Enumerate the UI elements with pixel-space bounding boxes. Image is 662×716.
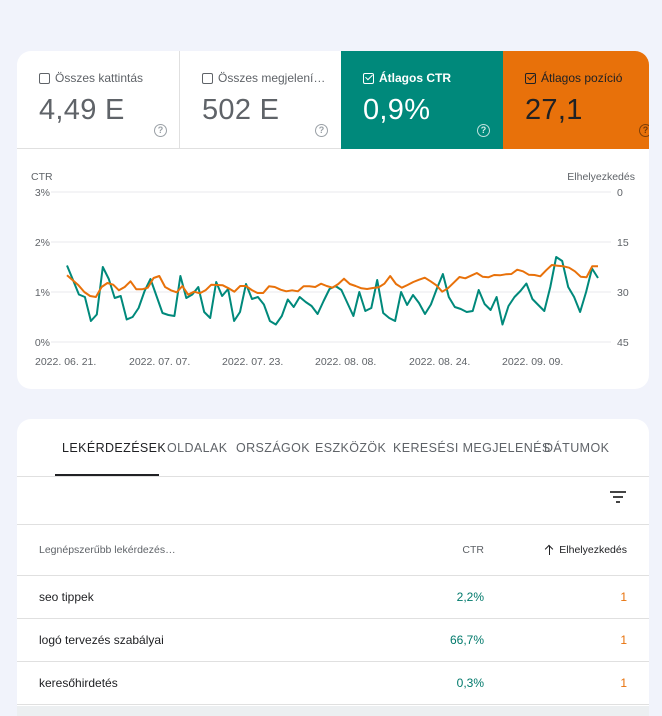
column-header-ctr[interactable]: CTR	[462, 544, 484, 556]
active-tab-indicator	[55, 474, 159, 476]
tab-countries[interactable]: ORSZÁGOK	[236, 441, 311, 455]
position-series-line	[66, 264, 598, 298]
query-cell: logó tervezés szabályai	[39, 633, 164, 647]
metric-total-clicks[interactable]: Összes kattintás 4,49 E ?	[17, 51, 179, 149]
metric-value: 0,9%	[363, 94, 431, 126]
queries-card: LEKÉRDEZÉSEK OLDALAK ORSZÁGOK ESZKÖZÖK K…	[17, 419, 649, 716]
x-tick-label: 2022. 06. 21.	[35, 356, 96, 368]
right-tick-label: 0	[617, 187, 623, 199]
metric-label: Összes megjelení…	[218, 71, 326, 85]
tab-queries[interactable]: LEKÉRDEZÉSEK	[62, 441, 167, 455]
metric-average-position[interactable]: Átlagos pozíció 27,1 ?	[503, 51, 649, 149]
position-cell: 1	[620, 676, 627, 690]
position-cell: 1	[620, 590, 627, 604]
metric-value: 4,49 E	[39, 94, 125, 126]
tab-devices[interactable]: ESZKÖZÖK	[315, 441, 387, 455]
left-axis-label: CTR	[31, 171, 53, 183]
sort-arrow-up-icon	[545, 545, 553, 555]
table-row[interactable]: keresőhirdetés 0,3% 1	[17, 662, 649, 705]
table-row[interactable]: logó tervezés szabályai 66,7% 1	[17, 619, 649, 662]
table-toolbar	[17, 477, 649, 525]
tab-bar: LEKÉRDEZÉSEK OLDALAK ORSZÁGOK ESZKÖZÖK K…	[17, 419, 649, 477]
position-cell: 1	[620, 633, 627, 647]
help-icon[interactable]: ?	[639, 124, 649, 137]
metric-label: Összes kattintás	[55, 71, 144, 85]
column-header-position-label: Elhelyezkedés	[559, 544, 627, 556]
help-icon[interactable]: ?	[154, 124, 167, 137]
metric-average-ctr[interactable]: Átlagos CTR 0,9% ?	[341, 51, 503, 149]
help-icon[interactable]: ?	[315, 124, 328, 137]
ctr-series-line	[66, 256, 599, 326]
checkbox-icon	[39, 72, 50, 84]
query-cell: seo tippek	[39, 590, 94, 604]
filter-icon[interactable]	[610, 491, 626, 503]
left-tick-label: 3%	[35, 187, 50, 199]
metric-total-impressions[interactable]: Összes megjelení… 502 E ?	[180, 51, 341, 149]
metric-value: 502 E	[202, 94, 280, 126]
x-tick-label: 2022. 09. 09.	[502, 356, 563, 368]
left-tick-label: 1%	[35, 287, 50, 299]
checkbox-icon	[202, 72, 213, 84]
ctr-cell: 66,7%	[449, 633, 484, 647]
ctr-cell: 0,3%	[456, 676, 484, 690]
metric-value: 27,1	[525, 94, 583, 126]
x-tick-label: 2022. 07. 23.	[222, 356, 283, 368]
x-tick-label: 2022. 08. 24.	[409, 356, 470, 368]
x-tick-label: 2022. 08. 08.	[315, 356, 376, 368]
ctr-cell: 2,2%	[456, 590, 484, 604]
column-header-position[interactable]: Elhelyezkedés	[545, 544, 627, 556]
left-tick-label: 2%	[35, 237, 50, 249]
checkbox-checked-icon	[525, 72, 536, 84]
x-tick-label: 2022. 07. 07.	[129, 356, 190, 368]
right-axis-label: Elhelyezkedés	[567, 171, 635, 183]
chart-svg: CTR Elhelyezkedés 3% 0 2% 15 1% 30 0% 45 2022. 06.…	[31, 171, 635, 368]
table-header: Legnépszerűbb lekérdezés… CTR Elhelyezke…	[17, 526, 649, 576]
tab-dates[interactable]: DÁTUMOK	[544, 441, 610, 455]
left-tick-label: 0%	[35, 337, 50, 349]
column-header-query[interactable]: Legnépszerűbb lekérdezés…	[39, 544, 176, 556]
metrics-bar: Összes kattintás 4,49 E ? Összes megjele…	[17, 51, 649, 149]
help-icon[interactable]: ?	[477, 124, 490, 137]
query-cell: keresőhirdetés	[39, 676, 118, 690]
right-tick-label: 15	[617, 237, 629, 249]
performance-card: Összes kattintás 4,49 E ? Összes megjele…	[17, 51, 649, 389]
performance-chart: CTR Elhelyezkedés 3% 0 2% 15 1% 30 0% 45 2022. 06.…	[17, 149, 649, 389]
right-tick-label: 30	[617, 287, 629, 299]
metric-label: Átlagos pozíció	[541, 71, 623, 85]
table-footer	[17, 706, 649, 716]
tab-search-appearance[interactable]: KERESÉSI MEGJELENÉS	[393, 441, 551, 455]
tab-pages[interactable]: OLDALAK	[167, 441, 228, 455]
checkbox-checked-icon	[363, 72, 374, 84]
metric-label: Átlagos CTR	[379, 71, 451, 85]
table-row[interactable]: seo tippek 2,2% 1	[17, 576, 649, 619]
right-tick-label: 45	[617, 337, 629, 349]
